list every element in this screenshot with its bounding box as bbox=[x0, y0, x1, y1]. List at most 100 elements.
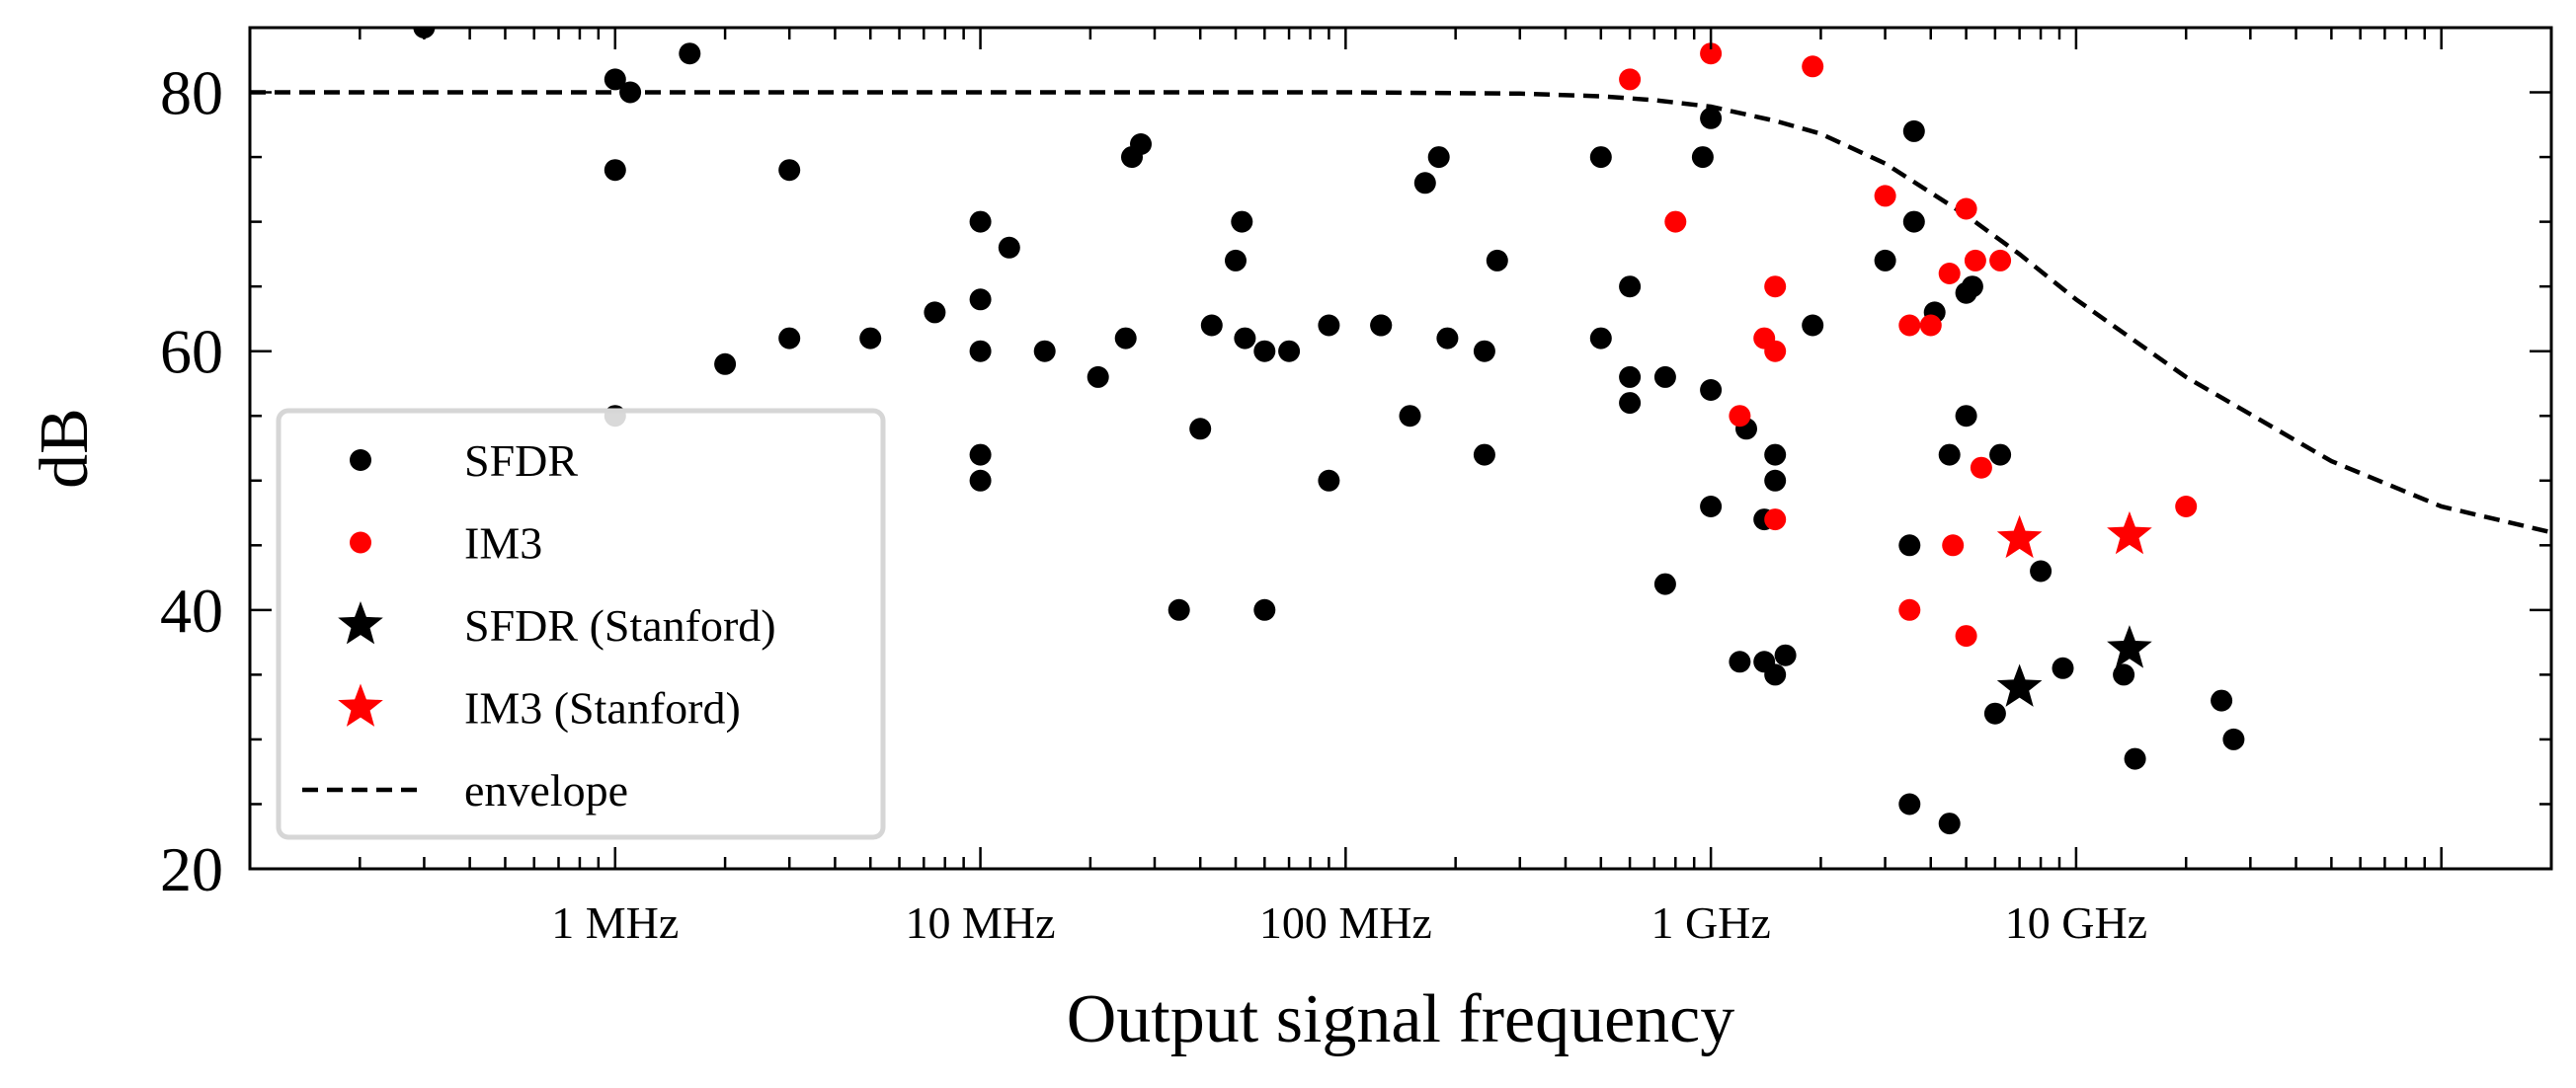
legend-marker-im3 bbox=[350, 531, 371, 554]
sfdr-point bbox=[1938, 813, 1961, 835]
legend-marker-sfdr-stanford bbox=[338, 601, 383, 645]
sfdr-point bbox=[1413, 172, 1436, 194]
axes-layer: 1 MHz 10 MHz 100 MHz 1 GHz 10 GHz 20 40 60 80 Out… bbox=[27, 26, 2553, 1057]
sfdr-point bbox=[1802, 314, 1824, 337]
legend-label-im3-stanford: IM3 (Stanford) bbox=[464, 683, 741, 734]
plot-frame bbox=[248, 26, 2553, 871]
sfdr-point bbox=[1764, 469, 1787, 492]
legend-label-sfdr-stanford: SFDR (Stanford) bbox=[464, 600, 776, 651]
sfdr-point bbox=[1691, 146, 1714, 169]
sfdr-point bbox=[1318, 314, 1340, 337]
sfdr-point bbox=[2124, 747, 2146, 770]
y-axis-title: dB bbox=[27, 408, 103, 489]
sfdr-point bbox=[2222, 728, 2245, 750]
sfdr-point bbox=[604, 159, 626, 182]
x-tick-label: 10 MHz bbox=[906, 897, 1056, 948]
sfdr-point bbox=[1619, 365, 1642, 388]
y-tick-label: 60 bbox=[160, 317, 223, 387]
sfdr-point bbox=[969, 443, 992, 466]
sfdr-point bbox=[1436, 327, 1459, 350]
sfdr-point bbox=[1278, 340, 1301, 362]
sfdr-point bbox=[1370, 314, 1393, 337]
im3-point bbox=[1955, 625, 1977, 648]
sfdr-point bbox=[1898, 534, 1921, 557]
sfdr-point bbox=[1700, 379, 1723, 401]
sfdr-point bbox=[1231, 210, 1253, 233]
sfdr-point bbox=[1619, 392, 1642, 415]
sfdr-point bbox=[2113, 663, 2135, 686]
sfdr-point bbox=[1955, 405, 1977, 427]
im3-stanford-star bbox=[2107, 510, 2152, 555]
sfdr-point bbox=[1764, 443, 1787, 466]
sfdr-point bbox=[1318, 469, 1340, 492]
sfdr-point bbox=[1938, 443, 1961, 466]
sfdr-point bbox=[1989, 443, 2012, 466]
sfdr-point bbox=[1902, 119, 1925, 142]
sfdr-point bbox=[1427, 146, 1450, 169]
sfdr-point bbox=[1764, 663, 1787, 686]
sfdr-point bbox=[1902, 210, 1925, 233]
im3-point bbox=[1970, 456, 1992, 479]
im3-point bbox=[1938, 263, 1961, 284]
im3-point bbox=[1802, 55, 1824, 78]
y-tick-label: 20 bbox=[160, 834, 223, 904]
sfdr-point bbox=[2211, 689, 2233, 712]
sfdr-point bbox=[1225, 249, 1247, 272]
im3-point bbox=[1942, 534, 1965, 557]
sfdr-point bbox=[1486, 249, 1508, 272]
legend-label-sfdr: SFDR bbox=[464, 435, 578, 486]
sfdr-point bbox=[1729, 651, 1751, 673]
legend: SFDR IM3 SFDR (Stanford) IM3 (Stanford) enve… bbox=[276, 408, 886, 840]
legend-box bbox=[276, 408, 886, 840]
legend-label-im3: IM3 bbox=[464, 518, 542, 569]
sfdr-point bbox=[1253, 598, 1276, 621]
im3-point bbox=[1964, 249, 1986, 272]
sfdr-point bbox=[2030, 560, 2053, 583]
x-tick-label: 10 GHz bbox=[2005, 897, 2147, 948]
im3-point bbox=[1955, 197, 1977, 220]
im3-point bbox=[1619, 68, 1642, 91]
im3-point bbox=[1919, 314, 1942, 337]
sfdr-point bbox=[1189, 418, 1212, 440]
im3-point bbox=[1664, 210, 1687, 233]
legend-marker-sfdr bbox=[350, 449, 371, 471]
im3-point bbox=[1898, 598, 1921, 621]
sfdr-point bbox=[1167, 598, 1190, 621]
sfdr-point bbox=[1253, 340, 1276, 362]
sfdr-point bbox=[1114, 327, 1137, 350]
sfdr-point bbox=[1589, 146, 1612, 169]
im3-point bbox=[1700, 42, 1723, 65]
sfdr-stanford-star bbox=[1996, 663, 2043, 707]
sfdr-point bbox=[1653, 365, 1676, 388]
sfdr-point bbox=[859, 327, 882, 350]
sfdr-point bbox=[1874, 249, 1896, 272]
sfdr-point bbox=[1130, 133, 1152, 155]
im3-point bbox=[1729, 405, 1751, 427]
sfdr-point bbox=[1653, 573, 1676, 595]
sfdr-point bbox=[1774, 644, 1797, 666]
points-layer bbox=[413, 28, 2245, 835]
sfdr-point bbox=[1898, 793, 1921, 816]
im3-point bbox=[1764, 508, 1787, 531]
im3-point bbox=[2175, 496, 2198, 517]
sfdr-point bbox=[778, 159, 801, 182]
sfdr-point bbox=[1234, 327, 1256, 350]
sfdr-point bbox=[778, 327, 801, 350]
x-tick-label: 1 MHz bbox=[551, 897, 679, 948]
sfdr-point bbox=[619, 81, 642, 104]
x-tick-label: 1 GHz bbox=[1650, 897, 1770, 948]
sfdr-point bbox=[1961, 275, 1983, 298]
sfdr-point bbox=[2052, 657, 2074, 679]
sfdr-point bbox=[1087, 365, 1109, 388]
sfdr-point bbox=[969, 210, 992, 233]
sfdr-point bbox=[1033, 340, 1056, 362]
sfdr-point bbox=[679, 42, 701, 65]
sfdr-point bbox=[924, 301, 946, 324]
sfdr-point bbox=[969, 469, 992, 492]
sfdr-stanford-star bbox=[2107, 625, 2152, 668]
im3-point bbox=[1874, 185, 1896, 207]
im3-point bbox=[1898, 314, 1921, 337]
sfdr-point bbox=[1473, 340, 1495, 362]
sfdr-point bbox=[1983, 702, 2006, 725]
